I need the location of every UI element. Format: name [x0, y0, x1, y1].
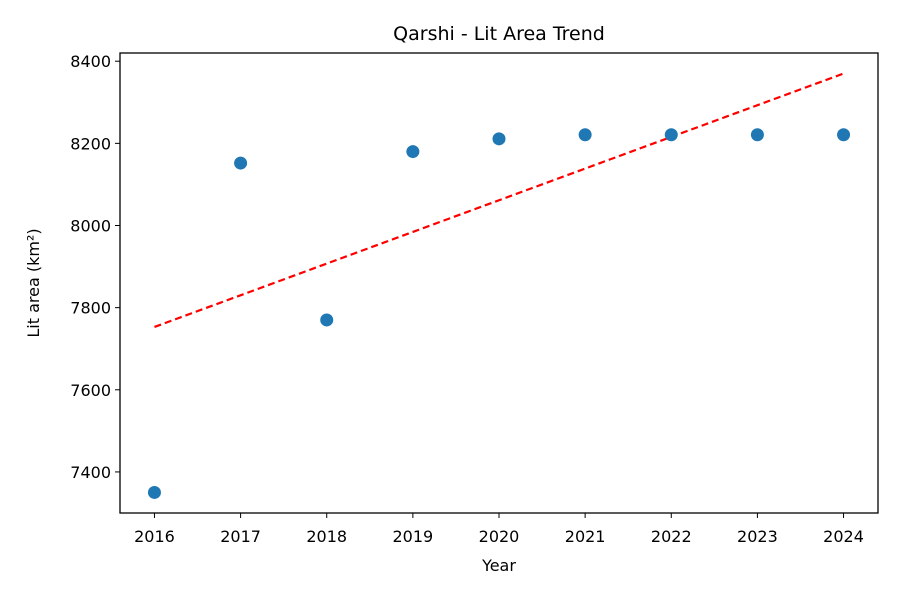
data-point	[578, 128, 592, 142]
y-tick-label: 8400	[70, 52, 111, 71]
y-axis-title: Lit area (km²)	[24, 228, 43, 337]
y-tick-label: 8000	[70, 217, 111, 236]
x-tick-label: 2024	[823, 527, 864, 546]
plot-frame	[119, 52, 879, 514]
x-tick-label: 2019	[393, 527, 434, 546]
data-point	[234, 156, 248, 170]
data-point	[837, 128, 851, 142]
trend-line	[154, 72, 844, 328]
x-tick-label: 2016	[134, 527, 175, 546]
data-point	[320, 313, 334, 327]
y-tick-label: 7800	[70, 299, 111, 318]
y-tick-label: 8200	[70, 134, 111, 153]
x-tick-label: 2018	[306, 527, 347, 546]
data-point	[406, 145, 420, 159]
data-point	[664, 128, 678, 142]
x-tick-label: 2021	[565, 527, 606, 546]
data-point	[147, 485, 161, 499]
y-tick-label: 7400	[70, 463, 111, 482]
x-tick-label: 2022	[651, 527, 692, 546]
data-point	[492, 132, 506, 146]
chart-title: Qarshi - Lit Area Trend	[393, 23, 605, 45]
x-axis-title: Year	[481, 556, 516, 575]
y-tick-label: 7600	[70, 381, 111, 400]
x-tick-label: 2017	[220, 527, 261, 546]
x-tick-label: 2023	[737, 527, 778, 546]
plot-area: 2016 2017 2018 2019 2020 2021 2022 2023 2024 7400…	[70, 52, 864, 546]
x-tick-label: 2020	[479, 527, 520, 546]
data-point	[750, 128, 764, 142]
